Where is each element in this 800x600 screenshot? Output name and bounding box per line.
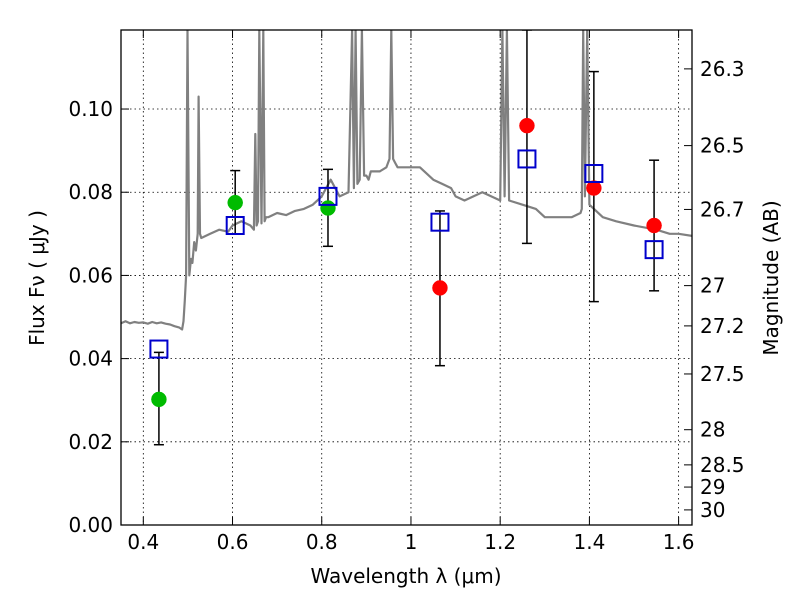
y-tick-label: 0.04 — [68, 347, 113, 371]
magnitude-tick-label: 27.2 — [700, 314, 745, 338]
model-photometry-square — [584, 164, 604, 184]
x-tick-label: 1.6 — [663, 530, 695, 554]
spectrum-layer — [121, 30, 692, 331]
observed-point-green — [227, 194, 243, 211]
y-tick-label: 0.10 — [68, 97, 113, 121]
model-photometry-square — [318, 186, 338, 206]
x-axis-title: Wavelength λ (μm) — [310, 564, 501, 588]
y-tick-label: 0.00 — [68, 513, 113, 537]
observed-point-red — [519, 117, 535, 134]
spectrum-line — [121, 30, 692, 331]
observed-point-green — [320, 200, 336, 216]
y-tick-label: 0.08 — [68, 180, 113, 204]
y-axis-title: Flux Fν ( μJy ) — [25, 210, 49, 346]
right-axis-title: Magnitude (AB) — [759, 200, 783, 355]
magnitude-tick-label: 27.5 — [700, 362, 745, 386]
magnitude-tick-label: 28 — [700, 418, 725, 442]
x-tick-label: 0.6 — [217, 530, 249, 554]
grid-lines — [121, 30, 692, 526]
magnitude-tick-label: 27 — [700, 274, 725, 298]
marker-layer — [149, 117, 664, 408]
model-photometry-square — [225, 216, 245, 236]
y-tick-label: 0.02 — [68, 430, 113, 454]
magnitude-tick-label: 29 — [700, 475, 725, 499]
y-axis-ticks: 0.00 0.02 0.04 0.06 0.08 0.10 — [68, 97, 129, 537]
observed-point-red — [646, 217, 662, 234]
magnitude-tick-label: 28.5 — [700, 453, 745, 477]
observed-point-green — [151, 391, 167, 408]
y-tick-label: 0.06 — [68, 263, 113, 287]
error-bar — [521, 30, 532, 245]
model-photometry-square — [644, 240, 664, 260]
magnitude-tick-label: 26.7 — [700, 197, 745, 221]
x-tick-label: 0.4 — [127, 530, 159, 554]
model-photometry-square — [430, 212, 450, 232]
magnitude-tick-label: 26.3 — [700, 57, 745, 81]
magnitude-tick-label: 26.5 — [700, 134, 745, 158]
plot-frame — [120, 29, 693, 526]
x-tick-label: 0.8 — [306, 530, 338, 554]
observed-point-red — [586, 180, 602, 196]
model-photometry-square — [517, 149, 537, 169]
observed-point-red — [432, 280, 448, 296]
model-photometry-square — [149, 339, 169, 359]
x-tick-label: 1.2 — [484, 530, 516, 554]
x-tick-label: 1.4 — [573, 530, 605, 554]
magnitude-tick-label: 30 — [700, 498, 725, 522]
x-axis-ticks: 0.4 0.6 0.8 1 1.2 1.4 1.6 — [127, 30, 695, 554]
x-tick-label: 1 — [405, 530, 418, 554]
